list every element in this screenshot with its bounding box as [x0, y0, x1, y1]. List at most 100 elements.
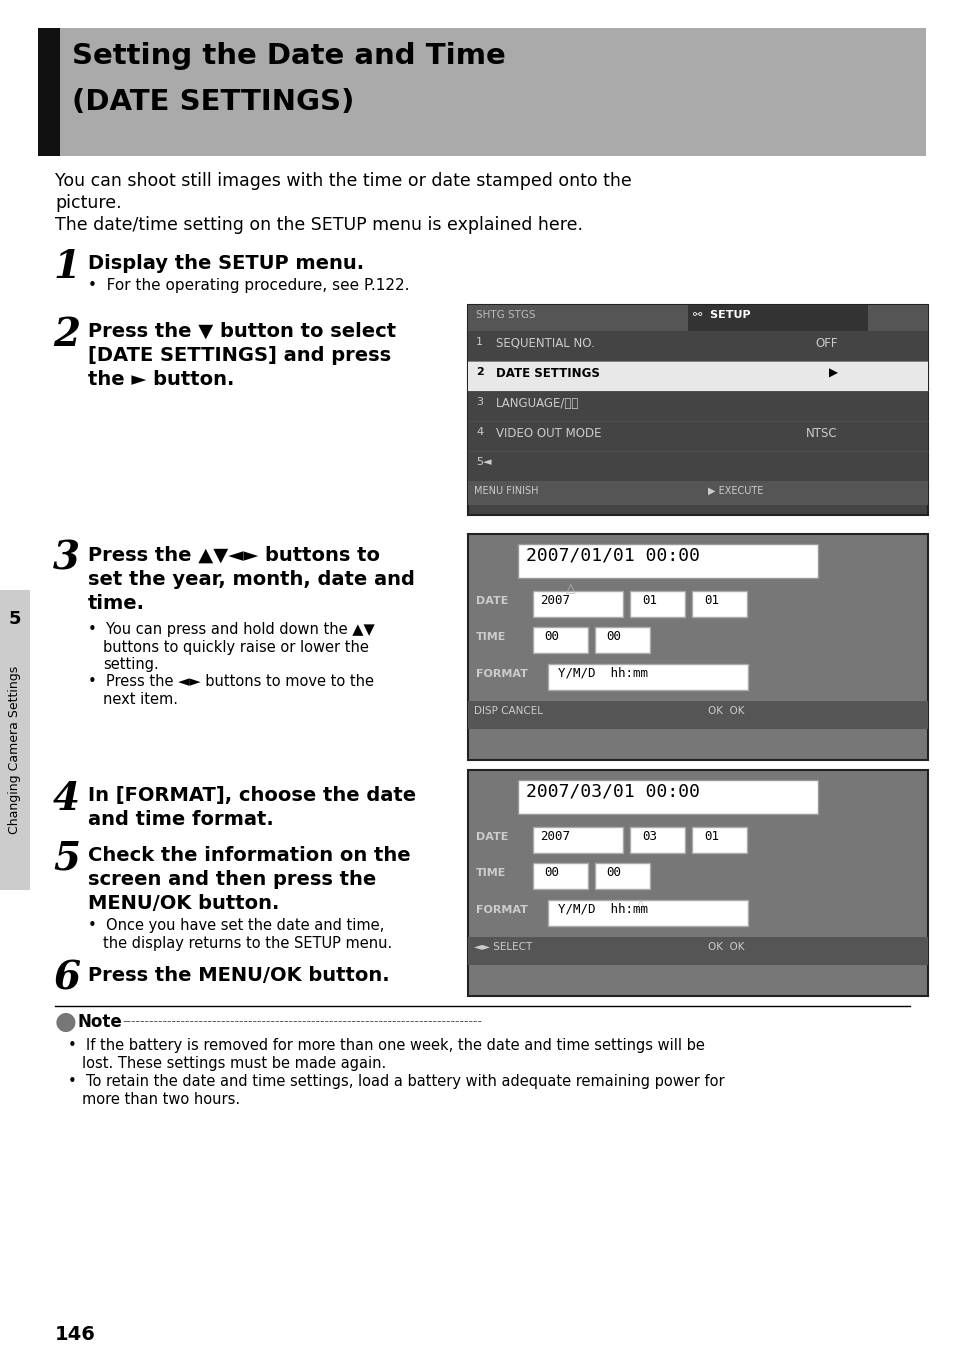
Text: 2: 2 [53, 316, 80, 354]
Text: TIME: TIME [476, 632, 506, 642]
Text: •  For the operating procedure, see P.122.: • For the operating procedure, see P.122… [88, 278, 409, 293]
Text: (DATE SETTINGS): (DATE SETTINGS) [71, 88, 354, 116]
Bar [468, 770, 927, 996]
Text: FORMAT: FORMAT [476, 905, 527, 915]
Text: ●: ● [55, 1011, 77, 1034]
Text: ◄► SELECT: ◄► SELECT [474, 942, 532, 952]
Text: 2007: 2007 [539, 830, 569, 843]
Text: ▶: ▶ [828, 367, 837, 380]
Bar [0, 590, 30, 890]
Text: OK  OK: OK OK [707, 942, 743, 952]
Text: 2007: 2007 [539, 594, 569, 607]
Text: 6: 6 [53, 961, 80, 998]
Text: SHTG STGS: SHTG STGS [476, 309, 535, 320]
Text: 2: 2 [476, 367, 483, 377]
Text: LANGUAGE/言語: LANGUAGE/言語 [496, 397, 578, 409]
Text: MENU FINISH: MENU FINISH [474, 486, 537, 496]
Text: 2007/01/01 00:00: 2007/01/01 00:00 [525, 547, 700, 565]
Bar [547, 900, 747, 925]
Bar [38, 28, 60, 155]
Text: Display the SETUP menu.: Display the SETUP menu. [88, 254, 364, 273]
Text: FORMAT: FORMAT [476, 669, 527, 680]
Bar [547, 663, 747, 690]
Text: △: △ [565, 582, 575, 594]
Bar [517, 544, 817, 578]
Bar [468, 938, 927, 965]
Text: 5: 5 [53, 840, 80, 878]
Text: 5◄: 5◄ [476, 457, 491, 467]
Text: 5: 5 [9, 611, 21, 628]
Text: buttons to quickly raise or lower the: buttons to quickly raise or lower the [103, 640, 369, 655]
Bar [533, 627, 587, 653]
Bar [533, 863, 587, 889]
Text: OFF: OFF [815, 336, 837, 350]
Text: TIME: TIME [476, 867, 506, 878]
Text: 4: 4 [53, 780, 80, 817]
Text: 00: 00 [605, 630, 620, 643]
Text: MENU/OK button.: MENU/OK button. [88, 894, 279, 913]
Text: more than two hours.: more than two hours. [82, 1092, 240, 1106]
Text: the display returns to the SETUP menu.: the display returns to the SETUP menu. [103, 936, 392, 951]
Bar [687, 305, 867, 331]
Text: 1: 1 [476, 336, 482, 347]
Text: picture.: picture. [55, 195, 121, 212]
Bar [517, 780, 817, 815]
Text: DATE: DATE [476, 832, 508, 842]
Text: Y/M/D  hh:mm: Y/M/D hh:mm [558, 667, 647, 680]
Text: 1: 1 [53, 249, 80, 286]
Text: NTSC: NTSC [805, 427, 837, 440]
Text: screen and then press the: screen and then press the [88, 870, 375, 889]
Text: 3: 3 [53, 540, 80, 578]
Text: •  You can press and hold down the ▲▼: • You can press and hold down the ▲▼ [88, 621, 375, 638]
Text: 00: 00 [543, 866, 558, 880]
Bar [595, 863, 649, 889]
Text: set the year, month, date and: set the year, month, date and [88, 570, 415, 589]
Bar [691, 827, 746, 852]
Text: DATE: DATE [476, 596, 508, 607]
Bar [468, 305, 927, 331]
Text: Press the MENU/OK button.: Press the MENU/OK button. [88, 966, 389, 985]
Text: ▶ EXECUTE: ▶ EXECUTE [707, 486, 762, 496]
Bar [468, 305, 927, 515]
Text: [DATE SETTINGS] and press: [DATE SETTINGS] and press [88, 346, 391, 365]
Text: In [FORMAT], choose the date: In [FORMAT], choose the date [88, 786, 416, 805]
Text: 3: 3 [476, 397, 482, 407]
Bar [468, 451, 927, 481]
Bar [533, 827, 622, 852]
Bar [468, 361, 927, 390]
Text: •  Once you have set the date and time,: • Once you have set the date and time, [88, 917, 384, 934]
Text: SEQUENTIAL NO.: SEQUENTIAL NO. [496, 336, 594, 350]
Bar [468, 390, 927, 422]
Bar [468, 422, 927, 451]
Text: time.: time. [88, 594, 145, 613]
Text: •  To retain the date and time settings, load a battery with adequate remaining : • To retain the date and time settings, … [68, 1074, 724, 1089]
Text: --------------------------------------------------------------------------------: ----------------------------------------… [122, 1015, 481, 1028]
Text: ⚯  SETUP: ⚯ SETUP [692, 309, 750, 320]
Text: DATE SETTINGS: DATE SETTINGS [496, 367, 599, 380]
Text: •  Press the ◄► buttons to move to the: • Press the ◄► buttons to move to the [88, 674, 374, 689]
Text: You can shoot still images with the time or date stamped onto the: You can shoot still images with the time… [55, 172, 631, 190]
Text: Y/M/D  hh:mm: Y/M/D hh:mm [558, 902, 647, 916]
Text: •  If the battery is removed for more than one week, the date and time settings : • If the battery is removed for more tha… [68, 1038, 704, 1052]
Text: 00: 00 [605, 866, 620, 880]
Bar [595, 627, 649, 653]
Text: 2007/03/01 00:00: 2007/03/01 00:00 [525, 784, 700, 801]
Text: Check the information on the: Check the information on the [88, 846, 410, 865]
Text: the ► button.: the ► button. [88, 370, 234, 389]
Bar [468, 481, 927, 505]
Bar [468, 701, 927, 730]
Text: lost. These settings must be made again.: lost. These settings must be made again. [82, 1056, 386, 1071]
Text: and time format.: and time format. [88, 811, 274, 830]
Text: Press the ▲▼◄► buttons to: Press the ▲▼◄► buttons to [88, 546, 379, 565]
Bar [533, 590, 622, 617]
Text: 01: 01 [641, 594, 657, 607]
Text: The date/time setting on the SETUP menu is explained here.: The date/time setting on the SETUP menu … [55, 216, 582, 234]
Text: 00: 00 [543, 630, 558, 643]
Bar [629, 590, 684, 617]
Bar [691, 590, 746, 617]
Text: VIDEO OUT MODE: VIDEO OUT MODE [496, 427, 601, 440]
Bar [38, 28, 925, 155]
Text: 146: 146 [55, 1325, 95, 1344]
Bar [468, 534, 927, 761]
Text: next item.: next item. [103, 692, 178, 707]
